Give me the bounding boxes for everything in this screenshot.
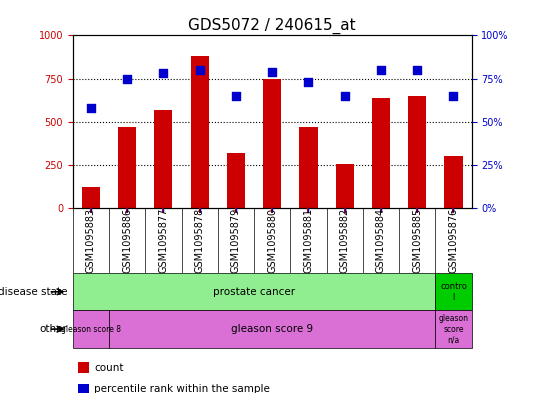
Point	[123, 75, 132, 82]
Text: count: count	[94, 363, 124, 373]
Point	[304, 79, 313, 85]
Bar	[445, 156, 462, 208]
Text: disease state: disease state	[0, 287, 67, 297]
Bar	[82, 187, 100, 208]
Bar	[408, 96, 426, 208]
Text: GSM1095876: GSM1095876	[448, 208, 459, 274]
Point	[195, 67, 204, 73]
Text: GSM1095886: GSM1095886	[122, 208, 132, 273]
FancyBboxPatch shape	[436, 310, 472, 348]
Text: GSM1095877: GSM1095877	[158, 208, 168, 274]
FancyBboxPatch shape	[436, 273, 472, 310]
Bar	[336, 164, 354, 208]
Text: GSM1095881: GSM1095881	[303, 208, 314, 273]
Text: gleason score 8: gleason score 8	[61, 325, 121, 334]
Text: contro
l: contro l	[440, 282, 467, 301]
Point	[341, 93, 349, 99]
Text: other: other	[39, 324, 67, 334]
Point	[449, 93, 458, 99]
Bar	[118, 127, 136, 208]
Bar	[191, 56, 209, 208]
Bar	[78, 384, 89, 393]
Bar	[372, 99, 390, 208]
Text: GSM1095878: GSM1095878	[195, 208, 205, 274]
Bar	[299, 127, 317, 208]
Point	[159, 70, 168, 77]
Text: GSM1095884: GSM1095884	[376, 208, 386, 273]
Point	[268, 68, 277, 75]
Text: gleason score 9: gleason score 9	[231, 324, 313, 334]
Point	[377, 67, 385, 73]
FancyBboxPatch shape	[73, 310, 109, 348]
Text: GSM1095880: GSM1095880	[267, 208, 277, 273]
Text: prostate cancer: prostate cancer	[213, 287, 295, 297]
Text: GSM1095883: GSM1095883	[86, 208, 96, 273]
FancyBboxPatch shape	[109, 310, 436, 348]
Text: GSM1095879: GSM1095879	[231, 208, 241, 274]
Point	[232, 93, 240, 99]
Point	[413, 67, 421, 73]
Text: GSM1095882: GSM1095882	[340, 208, 350, 274]
Bar	[154, 110, 172, 208]
FancyBboxPatch shape	[73, 273, 436, 310]
Text: gleason
score
n/a: gleason score n/a	[439, 314, 468, 344]
Bar	[78, 362, 89, 373]
Bar	[263, 79, 281, 208]
Title: GDS5072 / 240615_at: GDS5072 / 240615_at	[189, 18, 356, 34]
Point	[87, 105, 95, 111]
Text: GSM1095885: GSM1095885	[412, 208, 422, 274]
Text: percentile rank within the sample: percentile rank within the sample	[94, 384, 270, 393]
Bar	[227, 153, 245, 208]
